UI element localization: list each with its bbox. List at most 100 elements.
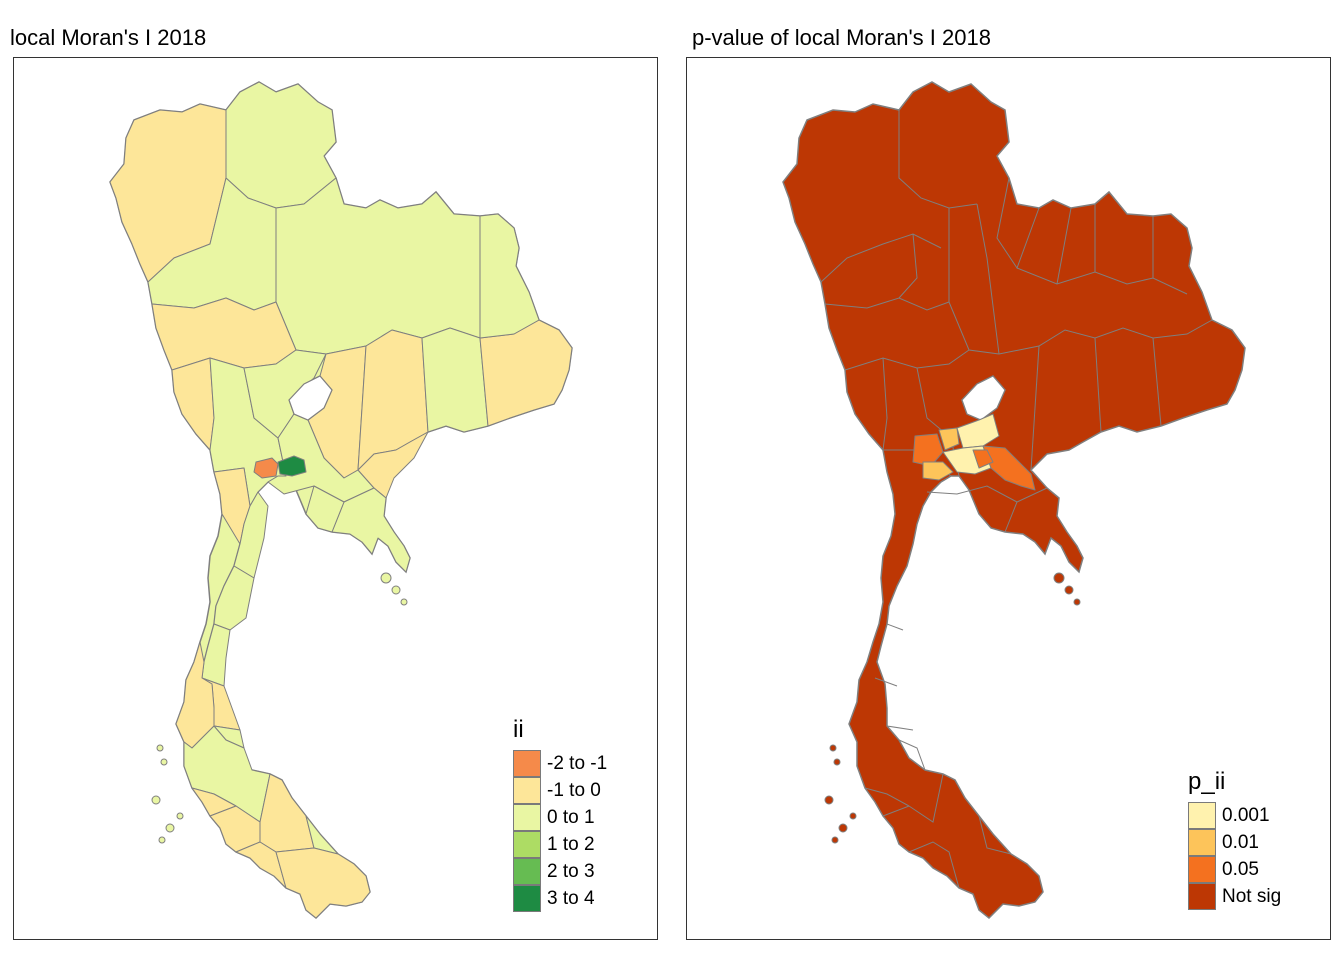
island xyxy=(838,823,848,833)
province-boundary xyxy=(882,773,944,823)
legend-label: 3 to 4 xyxy=(547,887,595,909)
island xyxy=(160,758,168,766)
island xyxy=(1053,572,1065,584)
legend-swatch xyxy=(1188,883,1216,910)
right-map-title: p-value of local Moran's I 2018 xyxy=(692,25,991,50)
legend-item: 2 to 3 xyxy=(513,858,607,885)
province xyxy=(225,81,337,209)
legend-item: 3 to 4 xyxy=(513,885,607,912)
legend-item: -1 to 0 xyxy=(513,777,607,804)
province-boundary xyxy=(1030,345,1040,471)
province-boundary xyxy=(1152,337,1162,427)
legend-label: 1 to 2 xyxy=(547,833,595,855)
province xyxy=(151,297,297,371)
province-boundary xyxy=(1016,267,1188,295)
island xyxy=(833,758,841,766)
province-boundary xyxy=(926,485,1018,503)
province xyxy=(259,773,315,853)
province xyxy=(479,213,540,339)
province-boundary xyxy=(898,233,918,299)
province xyxy=(235,841,287,889)
island xyxy=(380,572,392,584)
province-boundary xyxy=(820,233,942,283)
island xyxy=(156,744,164,752)
left-legend: ii -2 to -1 -1 to 0 0 to 1 1 to 2 2 to 3 3 to… xyxy=(513,716,607,912)
legend-label: 0.01 xyxy=(1222,831,1259,853)
province-boundary xyxy=(996,177,1040,270)
province-highlight xyxy=(912,433,944,467)
island xyxy=(400,598,408,606)
legend-item: 0.001 xyxy=(1188,802,1281,829)
province-boundary xyxy=(978,815,1012,855)
province-boundary xyxy=(898,739,926,771)
legend-swatch xyxy=(513,831,541,858)
legend-item: -2 to -1 xyxy=(513,750,607,777)
legend-swatch xyxy=(1188,802,1216,829)
island xyxy=(1073,598,1081,606)
island xyxy=(165,823,175,833)
left-legend-title: ii xyxy=(513,716,524,743)
legend-swatch xyxy=(513,885,541,912)
right-map-svg xyxy=(782,81,1246,920)
province-boundary xyxy=(1056,207,1072,285)
province-highlight xyxy=(938,427,960,451)
province-highlight xyxy=(982,445,1036,491)
province-boundary xyxy=(948,208,1000,355)
province-highlight xyxy=(253,457,279,479)
left-map-frame xyxy=(13,57,658,940)
legend-item: 0.05 xyxy=(1188,856,1281,883)
legend-swatch xyxy=(1188,856,1216,883)
island xyxy=(849,812,857,820)
legend-item: 0 to 1 xyxy=(513,804,607,831)
legend-label: 2 to 3 xyxy=(547,860,595,882)
province xyxy=(421,327,489,433)
left-map-title: local Moran's I 2018 xyxy=(10,25,207,50)
legend-swatch xyxy=(1188,829,1216,856)
legend-label: 0 to 1 xyxy=(547,806,595,828)
legend-label: Not sig xyxy=(1222,885,1282,907)
province-boundary xyxy=(898,110,978,209)
island xyxy=(829,744,837,752)
legend-item: 0.01 xyxy=(1188,829,1281,856)
island xyxy=(831,836,839,844)
left-map-svg xyxy=(109,81,573,920)
province-boundary xyxy=(976,203,1000,355)
lake xyxy=(961,375,1006,421)
island xyxy=(176,812,184,820)
legend-item: Not sig xyxy=(1188,883,1281,910)
legend-label: -2 to -1 xyxy=(547,752,608,774)
province-boundary xyxy=(874,677,898,687)
province-boundary xyxy=(864,787,910,807)
province xyxy=(305,485,345,533)
province-boundary xyxy=(882,357,888,451)
island xyxy=(391,585,401,595)
province-highlight xyxy=(922,461,954,481)
island xyxy=(158,836,166,844)
legend-swatch xyxy=(513,804,541,831)
island xyxy=(1064,585,1074,595)
province-boundary xyxy=(886,725,914,731)
province xyxy=(171,357,215,451)
province-highlight xyxy=(972,449,994,469)
left-regions xyxy=(109,81,573,919)
legend-swatch xyxy=(513,777,541,804)
legend-swatch xyxy=(513,750,541,777)
province-boundary xyxy=(1094,337,1102,433)
province xyxy=(331,487,411,573)
legend-label: -1 to 0 xyxy=(547,779,601,801)
legend-label: 0.05 xyxy=(1222,858,1259,880)
island xyxy=(824,795,834,805)
legend-swatch xyxy=(513,858,541,885)
right-highlights xyxy=(912,413,1036,491)
province-highlight xyxy=(277,455,307,477)
island xyxy=(151,795,161,805)
right-map-frame xyxy=(686,57,1331,940)
province-boundary xyxy=(886,623,904,631)
left-highlights xyxy=(253,455,307,479)
province xyxy=(275,847,371,919)
lake xyxy=(288,375,333,421)
right-legend-title: p_ii xyxy=(1188,768,1226,795)
legend-item: 1 to 2 xyxy=(513,831,607,858)
province-boundary xyxy=(998,319,1213,355)
legend-label: 0.001 xyxy=(1222,804,1270,826)
